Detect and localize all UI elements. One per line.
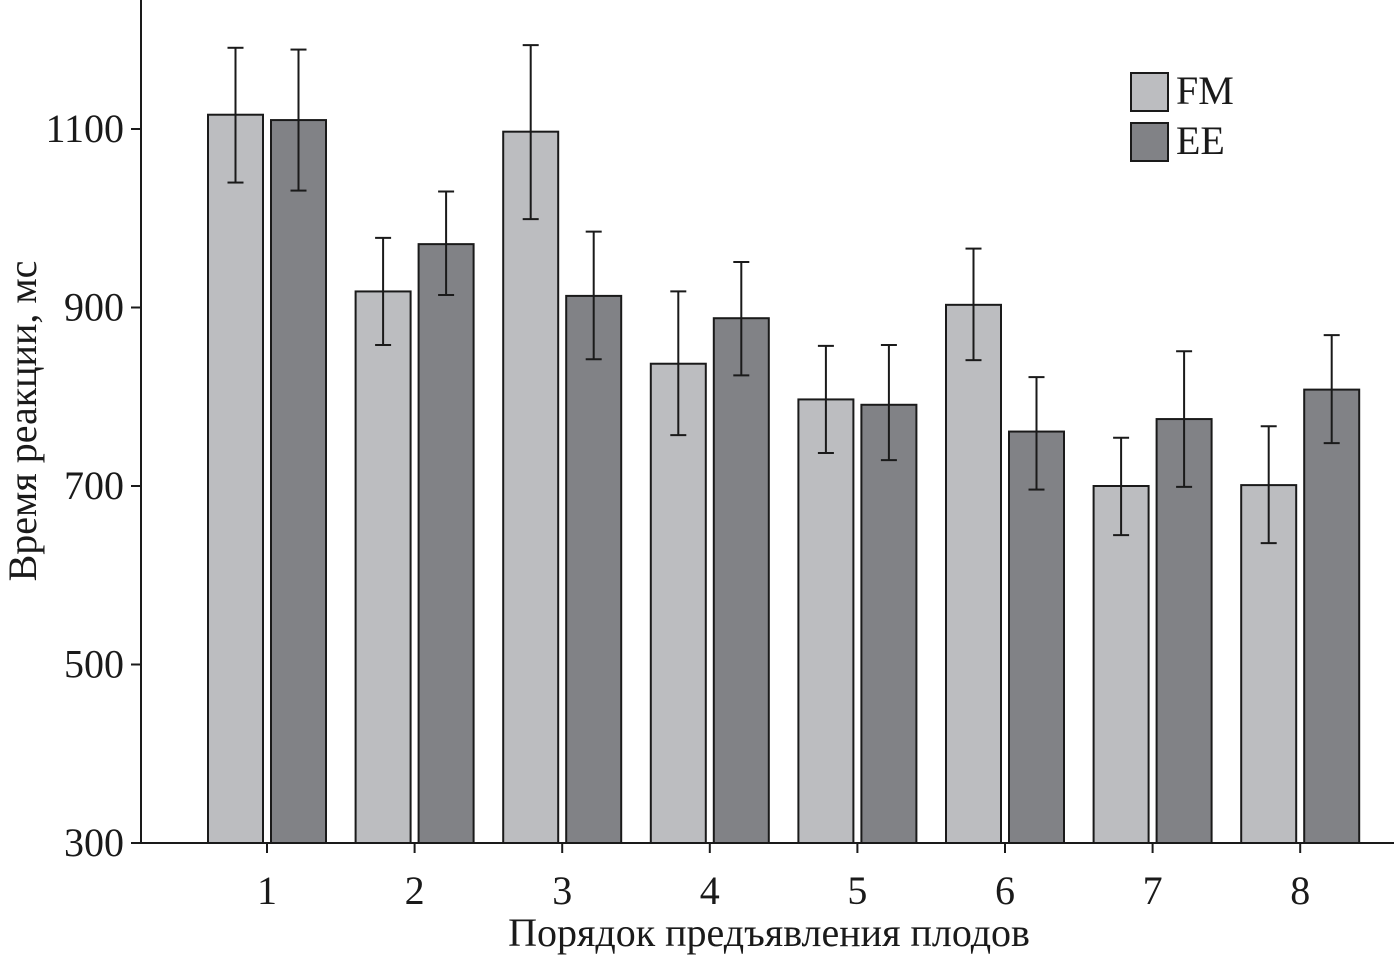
- bar-fm-5: [797, 398, 855, 844]
- x-tick-label: 4: [700, 868, 720, 913]
- legend-swatch-ee: [1130, 122, 1169, 162]
- x-tick-label: 6: [995, 868, 1015, 913]
- bar-ee-4: [712, 317, 770, 844]
- bar-fm-1: [207, 113, 264, 845]
- bar-ee-7: [1155, 418, 1213, 844]
- x-tick-label: 5: [847, 868, 867, 913]
- y-tick-label: 500: [64, 642, 124, 687]
- bar-ee-1: [270, 119, 327, 844]
- bar-ee-5: [860, 403, 918, 844]
- legend: FM EE: [1130, 68, 1234, 163]
- x-tick-label: 3: [552, 868, 572, 913]
- error-bars-layer: [227, 44, 1340, 545]
- x-axis-label: Порядок предъявления плодов: [508, 910, 1030, 955]
- x-ticks: 1 2 3 4 5 6 7 8: [257, 843, 1310, 913]
- legend-swatch-fm: [1130, 72, 1169, 112]
- x-tick-label: 8: [1290, 868, 1310, 913]
- bar-ee-6: [1008, 430, 1065, 844]
- y-tick-label: 900: [64, 285, 124, 330]
- y-axis-label: Время реакции, мс: [0, 261, 45, 582]
- x-tick-label: 1: [257, 868, 277, 913]
- bar-ee-2: [417, 243, 475, 844]
- bar-ee-8: [1303, 388, 1361, 844]
- y-tick-label: 1100: [45, 106, 124, 151]
- bars-layer: [207, 113, 1361, 845]
- bar-fm-3: [502, 130, 560, 845]
- x-tick-label: 7: [1143, 868, 1163, 913]
- y-tick-label: 700: [64, 463, 124, 508]
- legend-label-ee: EE: [1176, 118, 1225, 163]
- bar-ee-3: [565, 294, 623, 844]
- bar-fm-2: [354, 290, 412, 844]
- y-tick-label: 300: [64, 820, 124, 865]
- bar-fm-6: [945, 303, 1002, 844]
- bar-fm-4: [649, 362, 707, 844]
- bar-fm-7: [1092, 485, 1150, 844]
- y-ticks: 300 500 700 900 1100: [45, 106, 141, 865]
- legend-label-fm: FM: [1176, 68, 1234, 113]
- x-tick-label: 2: [405, 868, 425, 913]
